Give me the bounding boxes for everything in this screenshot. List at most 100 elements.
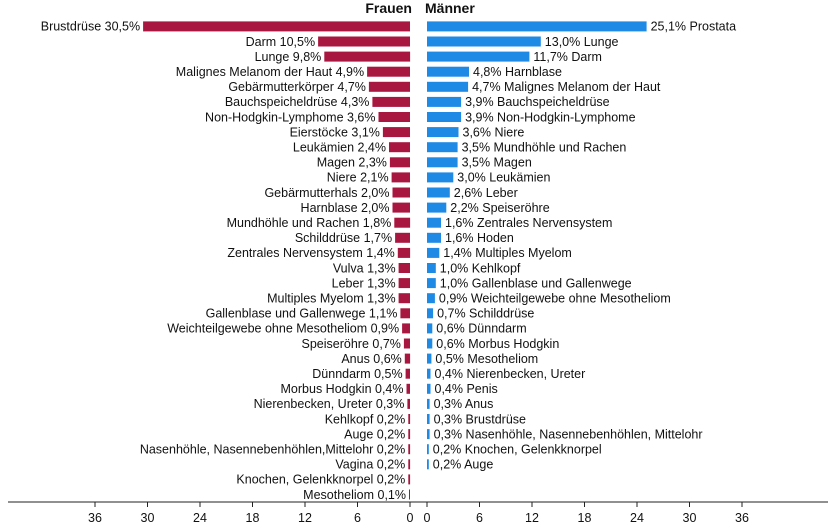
maenner-bar-label: 3,5% Mundhöhle und Rachen — [462, 141, 627, 155]
header-frauen: Frauen — [365, 0, 412, 16]
x-tick-label-right: 18 — [578, 511, 592, 525]
frauen-bar — [367, 66, 410, 77]
frauen-bar — [382, 127, 410, 138]
x-tick-label-left: 0 — [407, 511, 414, 525]
maenner-bar — [427, 293, 435, 304]
maenner-bar — [427, 202, 447, 213]
frauen-bar-label: Gallenblase und Gallenwege 1,1% — [206, 307, 398, 321]
maenner-bar-label: 13,0% Lunge — [545, 35, 619, 49]
maenner-bar — [427, 247, 440, 258]
frauen-bar-label: Non-Hodgkin-Lymphome 3,6% — [205, 110, 375, 124]
frauen-labels: Brustdrüse 30,5% Darm 10,5%Lunge 9,8%Mali… — [41, 20, 406, 502]
frauen-bar-label: Kehlkopf 0,2% — [325, 412, 406, 426]
frauen-bar-label: Bauchspeicheldrüse 4,3% — [225, 95, 370, 109]
maenner-bar-label: 1,0% Gallenblase und Gallenwege — [440, 276, 632, 290]
frauen-bar — [391, 172, 410, 183]
frauen-bar — [402, 323, 410, 334]
maenner-bar-label: 0,4% Nierenbecken, Ureter — [435, 367, 586, 381]
frauen-bar-label: Vulva 1,3% — [333, 261, 396, 275]
x-tick-label-left: 30 — [141, 511, 155, 525]
maenner-bar — [427, 429, 430, 440]
maenner-bar — [427, 127, 459, 138]
maenner-bar-label: 3,0% Leukämien — [457, 171, 550, 185]
frauen-bar — [389, 157, 410, 168]
frauen-bar — [324, 51, 411, 62]
maenner-bar — [427, 36, 541, 47]
frauen-bar — [409, 489, 410, 500]
header-maenner: Männer — [425, 0, 475, 16]
frauen-bar — [392, 202, 410, 213]
x-tick-label-left: 6 — [354, 511, 361, 525]
frauen-bar-label: Weichteilgewebe ohne Mesotheliom 0,9% — [167, 322, 399, 336]
maenner-bar-label: 0,6% Morbus Hodgkin — [436, 337, 559, 351]
x-tick-label-left: 24 — [193, 511, 207, 525]
maenner-bar-label: 0,7% Schilddrüse — [437, 307, 534, 321]
frauen-bar — [372, 96, 410, 107]
frauen-bar — [397, 247, 411, 258]
frauen-bar-label: Harnblase 2,0% — [301, 201, 390, 215]
frauen-bar-label: Lunge 9,8% — [255, 50, 322, 64]
x-tick-label-right: 36 — [735, 511, 749, 525]
maenner-bar-label: 3,5% Magen — [462, 156, 532, 170]
maenner-bar-label: 0,3% Nasenhöhle, Nasennebenhöhlen, Mitte… — [434, 427, 703, 441]
frauen-bar — [408, 474, 411, 485]
maenner-bar — [427, 398, 430, 409]
frauen-bar-label: Zentrales Nervensystem 1,4% — [227, 246, 394, 260]
x-tick-label-right: 30 — [683, 511, 697, 525]
maenner-bar — [427, 66, 469, 77]
frauen-bar-label: Dünndarm 0,5% — [312, 367, 402, 381]
frauen-bar — [398, 293, 410, 304]
frauen-bar — [368, 81, 410, 92]
maenner-bar — [427, 172, 454, 183]
x-axis-ticks: 36 30 24 18 12 6 0 0 6 12 18 24 30 36 — [88, 502, 749, 525]
frauen-bar-label: Multiples Myelom 1,3% — [267, 292, 396, 306]
frauen-bar — [408, 444, 411, 455]
maenner-bar-label: 1,6% Hoden — [445, 231, 514, 245]
frauen-bar-label: Nasenhöhle, Nasennebenhöhlen,Mittelohr 0… — [140, 443, 405, 457]
frauen-bar-label: Gebärmutterhals 2,0% — [264, 186, 389, 200]
frauen-bar-label: Niere 2,1% — [327, 171, 389, 185]
maenner-bar-label: 0,3% Anus — [434, 397, 494, 411]
frauen-bar — [394, 217, 411, 228]
maenner-bar-label: 11,7% Darm — [533, 50, 602, 64]
frauen-bar-label: Brustdrüse 30,5% — [41, 20, 140, 34]
frauen-bar — [400, 308, 410, 319]
frauen-bar-label: Leber 1,3% — [332, 276, 396, 290]
maenner-bar-label: 0,5% Mesotheliom — [435, 352, 538, 366]
x-tick-label-right: 0 — [424, 511, 431, 525]
maenner-bar — [427, 96, 462, 107]
frauen-bar — [398, 278, 410, 289]
frauen-bars — [143, 21, 411, 500]
maenner-bar — [427, 232, 441, 243]
maenner-bar — [427, 263, 436, 273]
frauen-bar-label: Schilddrüse 1,7% — [295, 231, 392, 245]
frauen-bar-label: Magen 2,3% — [317, 156, 387, 170]
maenner-bar — [427, 21, 647, 32]
maenner-bar-label: 0,6% Dünndarm — [436, 322, 526, 336]
frauen-bar — [403, 338, 410, 349]
maenner-bars — [427, 21, 647, 470]
maenner-bar — [427, 81, 469, 92]
maenner-bar — [427, 51, 530, 62]
maenner-bar-label: 4,8% Harnblase — [473, 65, 562, 79]
maenner-bar-label: 3,9% Bauchspeicheldrüse — [465, 95, 610, 109]
x-tick-label-right: 6 — [476, 511, 483, 525]
frauen-bar — [389, 142, 410, 153]
x-tick-label-right: 24 — [630, 511, 644, 525]
frauen-bar-label: Morbus Hodgkin 0,4% — [281, 382, 404, 396]
maenner-bar — [427, 142, 458, 153]
maenner-bar — [427, 368, 431, 379]
maenner-bar-label: 0,9% Weichteilgewebe ohne Mesotheliom — [439, 292, 671, 306]
frauen-bar-label: Knochen, Gelenkknorpel 0,2% — [236, 473, 405, 487]
frauen-bar-label: Mesotheliom 0,1% — [303, 488, 406, 502]
maenner-bar — [427, 383, 431, 394]
frauen-bar-label: Darm 10,5% — [246, 35, 315, 49]
frauen-bar-label: Speiseröhre 0,7% — [302, 337, 401, 351]
frauen-bar-label: Mundhöhle und Rachen 1,8% — [227, 216, 392, 230]
maenner-bar — [427, 308, 434, 319]
frauen-bar — [318, 36, 410, 47]
frauen-bar — [378, 112, 410, 122]
frauen-bar — [408, 429, 411, 440]
x-tick-label-left: 36 — [88, 511, 102, 525]
